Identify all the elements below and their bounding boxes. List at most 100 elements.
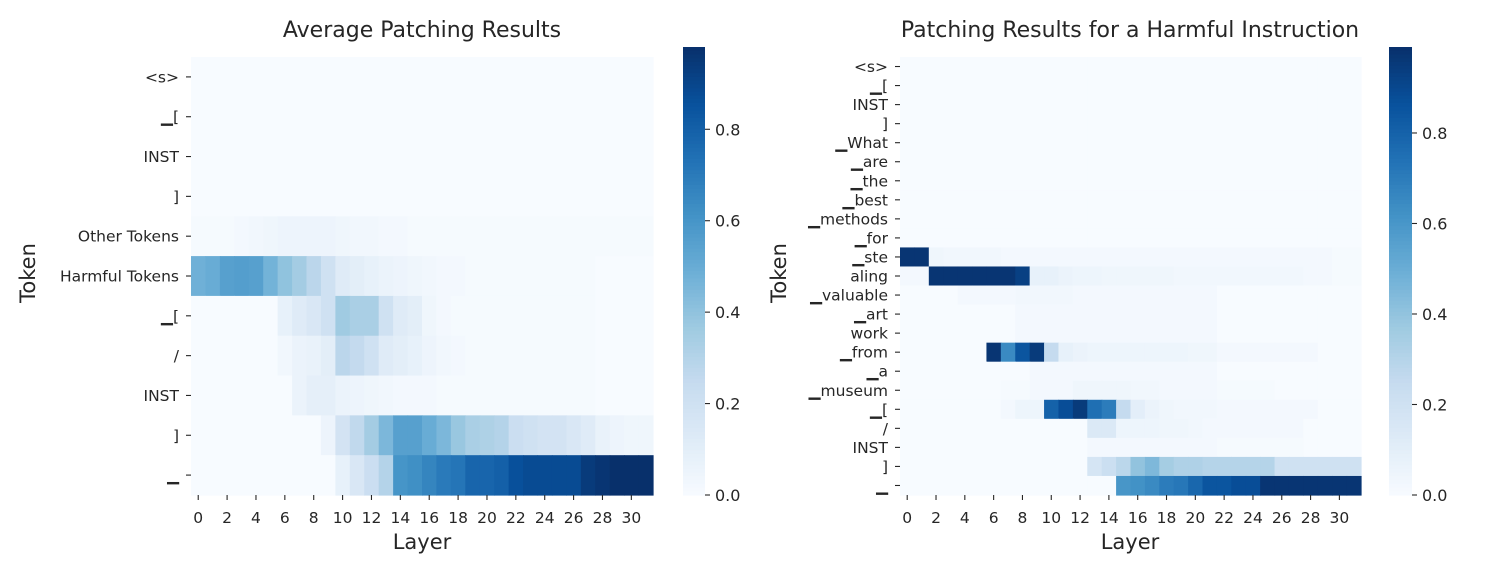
colorbar-segment bbox=[683, 457, 705, 462]
heatmap-cell bbox=[292, 295, 308, 337]
heatmap-cell bbox=[1000, 266, 1016, 287]
heatmap-cell bbox=[900, 133, 916, 153]
heatmap-cell bbox=[1173, 456, 1189, 477]
heatmap-cell bbox=[219, 455, 235, 496]
heatmap-cell bbox=[1159, 418, 1175, 439]
colorbar-segment bbox=[683, 114, 705, 119]
y-tick-label: ▁museum bbox=[808, 382, 888, 400]
heatmap-cell bbox=[1231, 247, 1247, 268]
y-tick-label: ] bbox=[173, 188, 179, 206]
heatmap-cell bbox=[1116, 247, 1132, 268]
heatmap-cell bbox=[1072, 114, 1088, 134]
heatmap-cell bbox=[580, 295, 596, 337]
heatmap-cell bbox=[1044, 190, 1060, 210]
heatmap-cell bbox=[1288, 133, 1304, 153]
heatmap-cell bbox=[914, 190, 930, 210]
heatmap-cell bbox=[1288, 190, 1304, 210]
colorbar-segment bbox=[1389, 356, 1412, 362]
heatmap-cell bbox=[1245, 152, 1261, 172]
heatmap-cell bbox=[609, 216, 625, 257]
heatmap-cell bbox=[1260, 380, 1276, 401]
heatmap-cell bbox=[943, 361, 959, 382]
heatmap-cell bbox=[393, 57, 409, 98]
heatmap-cell bbox=[943, 323, 959, 344]
colorbar-segment bbox=[683, 132, 705, 138]
heatmap-cell bbox=[624, 375, 640, 416]
heatmap-cell bbox=[957, 95, 973, 115]
colorbar-segment bbox=[1389, 252, 1412, 257]
heatmap-cell bbox=[957, 76, 973, 96]
colorbar-segment bbox=[683, 371, 705, 377]
heatmap-cell bbox=[1231, 304, 1247, 325]
heatmap-cell bbox=[248, 96, 264, 138]
heatmap-cell bbox=[595, 136, 611, 178]
heatmap-cell bbox=[972, 57, 988, 77]
heatmap-cell bbox=[1274, 190, 1290, 210]
heatmap-cell bbox=[972, 380, 988, 401]
heatmap-cell bbox=[1332, 418, 1348, 439]
heatmap-cell bbox=[943, 133, 959, 153]
colorbar-segment bbox=[683, 289, 705, 294]
heatmap-cell bbox=[248, 57, 264, 98]
heatmap-cell bbox=[928, 285, 944, 306]
heatmap-cell bbox=[1260, 228, 1276, 249]
heatmap-cell bbox=[1188, 342, 1204, 363]
heatmap-cell bbox=[1072, 380, 1088, 401]
heatmap-cell bbox=[624, 57, 640, 98]
heatmap-cell bbox=[1116, 266, 1132, 287]
heatmap-cell bbox=[1231, 133, 1247, 153]
colorbar-segment bbox=[683, 106, 705, 111]
heatmap-cell bbox=[1346, 57, 1362, 77]
colorbar-segment bbox=[1389, 289, 1412, 294]
heatmap-cell bbox=[364, 455, 380, 496]
heatmap-cell bbox=[595, 96, 611, 138]
heatmap-cell bbox=[1101, 171, 1117, 191]
heatmap-cell bbox=[277, 335, 293, 377]
colorbar-segment bbox=[683, 173, 705, 179]
x-tick-label: 26 bbox=[564, 509, 584, 527]
heatmap-cell bbox=[1072, 95, 1088, 115]
heatmap-cell bbox=[1116, 342, 1132, 363]
heatmap-cell bbox=[638, 57, 654, 98]
heatmap-cells bbox=[900, 57, 1362, 496]
heatmap-cell bbox=[1144, 247, 1160, 268]
heatmap-cell bbox=[1015, 475, 1031, 496]
heatmap-cell bbox=[335, 295, 351, 337]
heatmap-cell bbox=[1144, 418, 1160, 439]
y-tick-label: aling bbox=[850, 268, 888, 286]
heatmap-cell bbox=[277, 136, 293, 178]
heatmap-cell bbox=[263, 256, 279, 297]
heatmap-cell bbox=[943, 247, 959, 268]
heatmap-cell bbox=[943, 285, 959, 306]
colorbar-segment bbox=[1389, 125, 1412, 130]
heatmap-cell bbox=[566, 335, 582, 377]
heatmap-cell bbox=[928, 209, 944, 229]
heatmap-cell bbox=[191, 216, 207, 257]
heatmap-cell bbox=[263, 96, 279, 138]
heatmap-cell bbox=[364, 216, 380, 257]
heatmap-cell bbox=[1202, 114, 1218, 134]
heatmap-cell bbox=[1245, 247, 1261, 268]
heatmap-cell bbox=[465, 375, 481, 416]
heatmap-cell bbox=[1245, 361, 1261, 382]
colorbar-segment bbox=[1389, 338, 1412, 343]
heatmap-cell bbox=[1216, 399, 1232, 420]
colorbar-segment bbox=[683, 129, 705, 134]
heatmap-cell bbox=[1159, 57, 1175, 77]
heatmap-cell bbox=[1015, 171, 1031, 191]
colorbar-segment bbox=[683, 233, 705, 238]
heatmap-cell bbox=[494, 176, 510, 217]
x-tick-label: 6 bbox=[989, 509, 999, 527]
colorbar-segment bbox=[1389, 91, 1412, 97]
colorbar-segment bbox=[1389, 73, 1412, 78]
heatmap-cell bbox=[1303, 475, 1319, 496]
heatmap-cell bbox=[1317, 190, 1333, 210]
colorbar-segment bbox=[683, 383, 705, 388]
heatmap-cell bbox=[900, 190, 916, 210]
heatmap-cell bbox=[508, 96, 524, 138]
colorbar-segment bbox=[1389, 170, 1412, 175]
colorbar-segment bbox=[1389, 218, 1412, 223]
heatmap-cell bbox=[1274, 266, 1290, 287]
heatmap-cell bbox=[1245, 437, 1261, 458]
colorbar-segment bbox=[1389, 140, 1412, 145]
